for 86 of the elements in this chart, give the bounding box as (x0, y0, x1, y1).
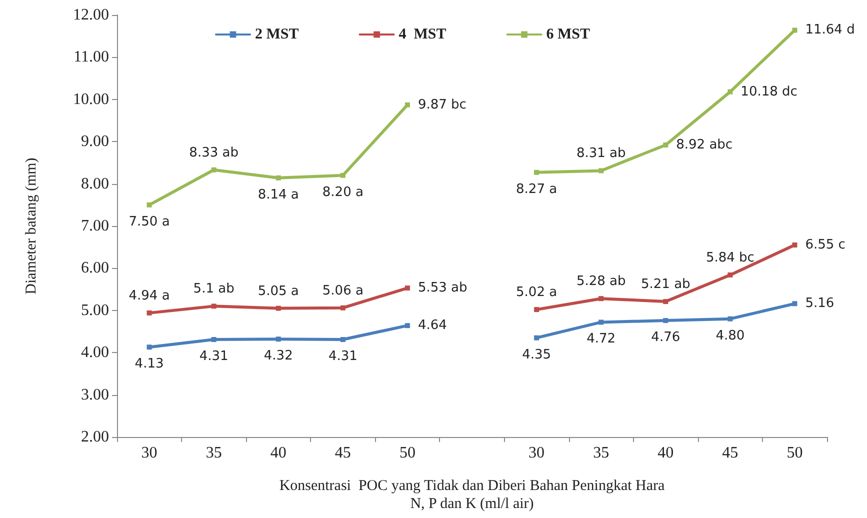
point (663, 142, 668, 148)
y-tick-label: 9.00 (81, 133, 109, 150)
data-label: 8.92 abc (676, 137, 733, 152)
data-label: 4.80 (716, 328, 745, 344)
y-tick-label: 3.00 (81, 386, 109, 404)
point (276, 306, 281, 311)
point (211, 304, 216, 309)
point (404, 323, 410, 328)
data-label: 4.76 (651, 330, 680, 346)
data-label: 4.72 (586, 332, 616, 347)
data-label: 5.16 (805, 296, 834, 312)
x-tick-label: 45 (334, 444, 351, 462)
point (792, 28, 798, 33)
y-tick-label: 11.00 (74, 48, 109, 66)
point (211, 337, 216, 342)
x-tick-label: 30 (141, 444, 158, 462)
y-axis-title: Diameter batang (mm) (24, 158, 40, 294)
y-tick-label: 4.00 (81, 344, 109, 362)
data-label: 4.13 (134, 356, 164, 372)
data-label: 11.64 d (805, 22, 855, 38)
point (534, 335, 540, 340)
y-tick-label: 2.00 (81, 428, 109, 446)
data-label: 8.20 a (322, 184, 364, 200)
y-tick-label: 7.00 (81, 218, 109, 234)
x-tick-label: 50 (786, 444, 803, 462)
y-tick-label: 10.00 (73, 90, 109, 108)
point (146, 344, 152, 350)
point (728, 316, 733, 322)
data-label: 6.55 c (805, 237, 846, 252)
point (792, 301, 798, 306)
y-tick-label: 5.00 (81, 302, 109, 319)
point (534, 170, 540, 175)
data-label: 4.64 (418, 318, 447, 334)
legend-label: 4 MST (398, 26, 446, 42)
point (340, 172, 346, 178)
data-label: 4.35 (522, 347, 552, 362)
data-label: 4.32 (264, 348, 293, 364)
x-axis-title: Konsentrasi POC yang Tidak dan Diberi Bahan Peningkat Hara N, P dan K (ml/l air) (279, 478, 666, 512)
legend-label: 2 MST (255, 26, 299, 42)
point (792, 242, 798, 248)
point (663, 318, 668, 324)
data-label: 7.50 a (128, 214, 170, 230)
x-tick-label: 35 (593, 444, 610, 462)
point (598, 296, 604, 302)
data-label: 8.14 a (258, 187, 299, 202)
point (146, 310, 152, 316)
point (728, 272, 733, 278)
point (598, 320, 604, 325)
point (340, 337, 346, 342)
legend-label: 6 MST (546, 26, 590, 42)
x-tick-label: 40 (270, 444, 286, 462)
data-label: 5.53 ab (418, 280, 468, 296)
x-tick-label: 30 (528, 444, 545, 462)
data-label: 5.05 a (258, 284, 299, 299)
point (728, 89, 733, 94)
data-label: 9.87 bc (418, 97, 466, 112)
point (404, 102, 410, 108)
y-tick-label: 6.00 (81, 260, 109, 277)
data-label: 10.18 dc (740, 84, 798, 100)
x-tick-label: 50 (399, 444, 416, 462)
y-tick-label: 12.00 (73, 6, 109, 24)
point (598, 168, 604, 174)
point (276, 175, 281, 180)
data-label: 8.31 ab (576, 146, 626, 162)
data-label: 8.33 ab (189, 145, 238, 160)
data-label: 4.31 (199, 349, 228, 364)
data-label: 8.27 a (516, 182, 558, 197)
point (663, 299, 668, 304)
data-label: 5.84 bc (706, 250, 754, 266)
data-label: 4.94 a (128, 288, 170, 304)
x-tick-label: 45 (722, 444, 738, 462)
point (146, 202, 152, 208)
point (276, 336, 281, 342)
point (211, 167, 216, 172)
data-label: 5.21 ab (640, 277, 690, 292)
point (404, 286, 410, 291)
data-label: 4.31 (328, 349, 358, 364)
data-label: 5.02 a (516, 285, 558, 300)
point (534, 307, 540, 312)
data-label: 5.1 ab (193, 282, 234, 297)
data-label: 5.28 ab (576, 274, 626, 290)
x-tick-label: 35 (206, 444, 222, 462)
data-label: 5.06 a (322, 283, 364, 298)
y-tick-label: 8.00 (81, 175, 109, 192)
point (340, 305, 346, 310)
x-tick-label: 40 (658, 444, 674, 462)
